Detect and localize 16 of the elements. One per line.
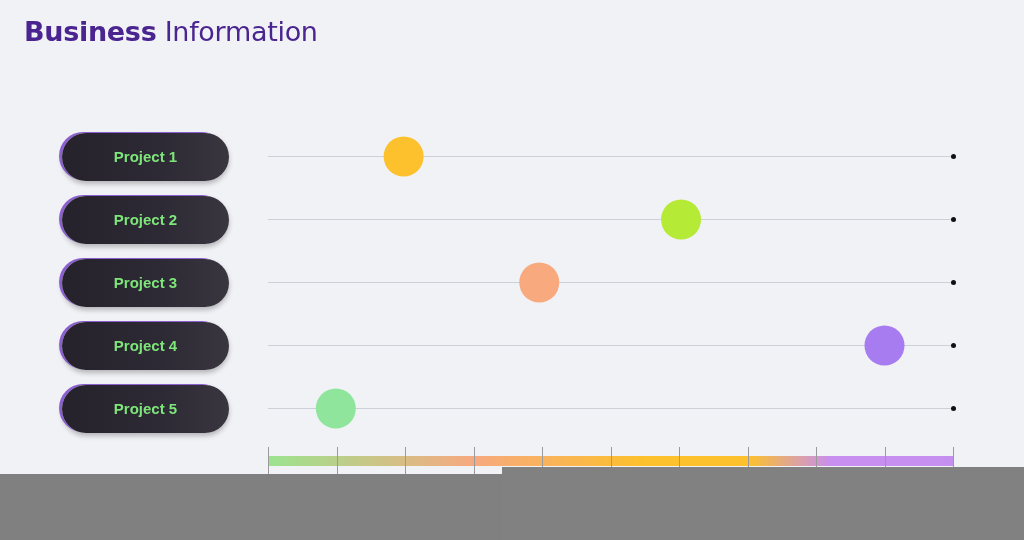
label-pill: Project 4 [62,321,229,370]
point [519,262,560,303]
label-pill: Project 5 [62,384,229,433]
label-pill: Project 3 [62,258,229,307]
point [383,136,424,177]
y-tick-label: Project 1 [113,148,178,165]
point [315,388,356,429]
label-pill: Project 1 [62,132,229,181]
label-pill: Project 2 [62,195,229,244]
y-tick-label: Project 2 [113,211,178,228]
y-tick-label: Project 4 [113,337,178,354]
point [864,325,905,366]
point [661,199,702,240]
chart-title: Business Information [24,16,318,47]
y-tick-label: Project 3 [113,274,178,291]
y-tick-label: Project 5 [113,400,178,417]
